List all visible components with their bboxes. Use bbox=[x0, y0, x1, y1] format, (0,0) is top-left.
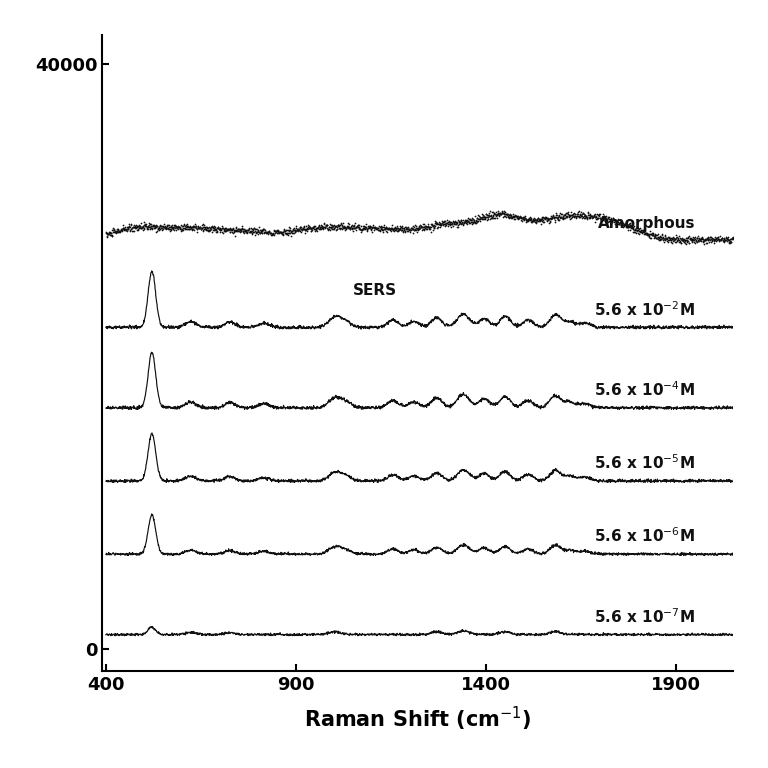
Text: 5.6 x 10$^{-7}$M: 5.6 x 10$^{-7}$M bbox=[594, 607, 695, 626]
X-axis label: Raman Shift (cm$^{-1}$): Raman Shift (cm$^{-1}$) bbox=[304, 705, 531, 733]
Text: 5.6 x 10$^{-6}$M: 5.6 x 10$^{-6}$M bbox=[594, 527, 695, 545]
Text: 5.6 x 10$^{-2}$M: 5.6 x 10$^{-2}$M bbox=[594, 300, 695, 319]
Text: Amorphous: Amorphous bbox=[598, 216, 695, 230]
Text: 5.6 x 10$^{-5}$M: 5.6 x 10$^{-5}$M bbox=[594, 453, 695, 472]
Text: 5.6 x 10$^{-4}$M: 5.6 x 10$^{-4}$M bbox=[594, 380, 695, 399]
Text: SERS: SERS bbox=[353, 283, 397, 298]
